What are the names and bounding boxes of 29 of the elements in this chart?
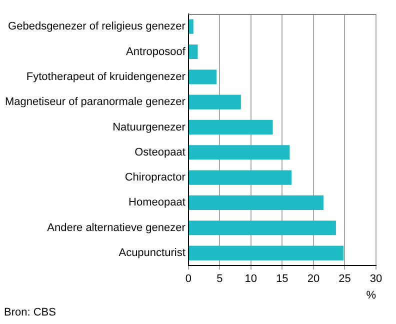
x-tick-label: 15 <box>276 273 288 286</box>
x-axis-title: % <box>366 289 376 302</box>
y-tick-label: Antroposoof <box>126 46 186 58</box>
x-tick-label: 30 <box>370 273 382 286</box>
bar <box>188 120 273 135</box>
y-tick-label: Andere alternatieve genezer <box>47 222 186 234</box>
x-tick-label: 0 <box>185 273 192 286</box>
y-tick-label: Fytotherapeut of kruidengenezer <box>26 70 186 83</box>
bar <box>188 220 336 236</box>
x-tick-label: 20 <box>307 273 320 286</box>
y-tick-label: Chiropractor <box>124 172 186 184</box>
y-tick-label: Homeopaat <box>128 196 186 209</box>
bar <box>188 170 292 185</box>
text: Bron: CBS <box>4 306 56 319</box>
bar <box>188 246 344 260</box>
x-tick-label: 5 <box>216 273 223 286</box>
bar <box>188 19 194 34</box>
bar <box>188 195 324 210</box>
x-tick-label: 10 <box>244 273 258 286</box>
y-tick-label: Magnetiseur of paranormale genezer <box>4 96 186 108</box>
bar <box>188 70 217 84</box>
y-tick-label: Acupuncturist <box>118 247 186 260</box>
bar <box>188 145 290 160</box>
x-tick-label: 25 <box>338 273 351 286</box>
bar <box>188 94 241 110</box>
y-tick-label: Osteopaat <box>134 146 186 158</box>
y-tick-label: Natuurgenezer <box>112 121 186 134</box>
bar <box>188 44 198 60</box>
y-tick-label: Gebedsgenezer of religieus genezer <box>8 20 186 33</box>
